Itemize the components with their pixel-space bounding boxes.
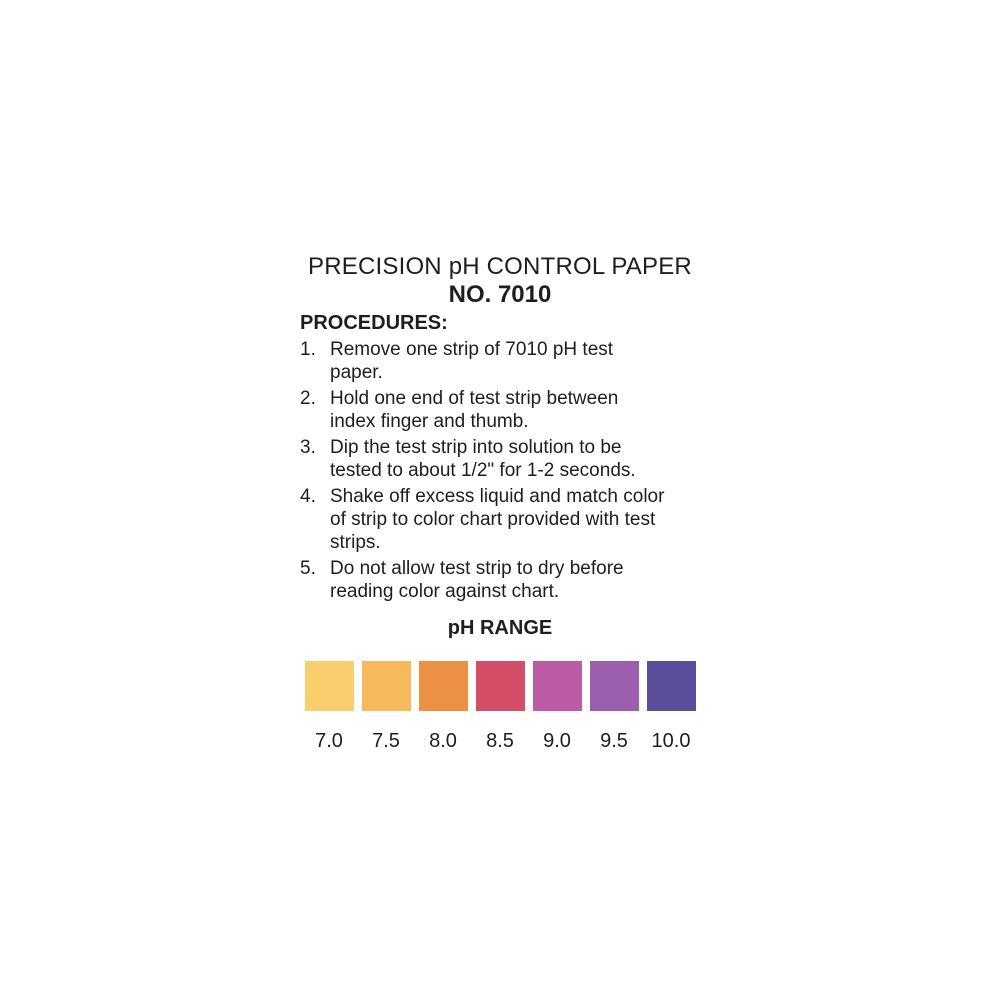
procedure-text: Hold one end of test strip between index… — [330, 388, 619, 432]
ph-swatch — [304, 661, 354, 711]
procedure-item: 4. Shake off excess liquid and match col… — [300, 485, 700, 554]
page-title: PRECISION pH CONTROL PAPER — [308, 253, 692, 280]
procedure-item: 5. Do not allow test strip to dry before… — [300, 557, 700, 603]
procedure-number: 1. — [300, 339, 316, 360]
ph-swatch — [361, 661, 411, 711]
ph-swatch-label: 8.0 — [429, 730, 457, 752]
ph-swatch-label: 7.5 — [372, 730, 400, 752]
procedure-item: 1. Remove one strip of 7010 pH test pape… — [300, 338, 700, 384]
content-block: PRECISION pH CONTROL PAPER NO. 7010 PROC… — [300, 253, 700, 752]
ph-swatch-label: 7.0 — [315, 730, 343, 752]
procedure-number: 3. — [300, 437, 316, 458]
product-number: NO. 7010 — [448, 281, 552, 308]
procedures-list: 1. Remove one strip of 7010 pH test pape… — [300, 338, 700, 603]
ph-swatch-label: 9.5 — [600, 730, 628, 752]
procedure-number: 5. — [300, 558, 316, 579]
procedure-text: Remove one strip of 7010 pH test paper. — [330, 339, 614, 383]
procedures-heading: PROCEDURES: — [300, 312, 448, 334]
procedure-text: Do not allow test strip to dry before re… — [330, 558, 624, 602]
ph-swatch — [532, 661, 582, 711]
procedure-number: 2. — [300, 388, 316, 409]
ph-label-row: 7.0 7.5 8.0 8.5 9.0 9.5 10.0 — [300, 730, 700, 752]
procedure-number: 4. — [300, 486, 316, 507]
procedure-item: 2. Hold one end of test strip between in… — [300, 387, 700, 433]
ph-color-chart — [300, 661, 700, 711]
ph-swatch-label: 10.0 — [651, 730, 691, 752]
ph-swatch — [646, 661, 696, 711]
ph-swatch — [418, 661, 468, 711]
ph-swatch — [589, 661, 639, 711]
procedure-item: 3. Dip the test strip into solution to b… — [300, 436, 700, 482]
procedure-text: Dip the test strip into solution to be t… — [330, 437, 636, 481]
ph-range-heading: pH RANGE — [447, 617, 553, 639]
ph-swatch-label: 8.5 — [486, 730, 514, 752]
ph-swatch — [475, 661, 525, 711]
ph-swatch-label: 9.0 — [543, 730, 571, 752]
procedure-text: Shake off excess liquid and match color … — [330, 486, 665, 553]
